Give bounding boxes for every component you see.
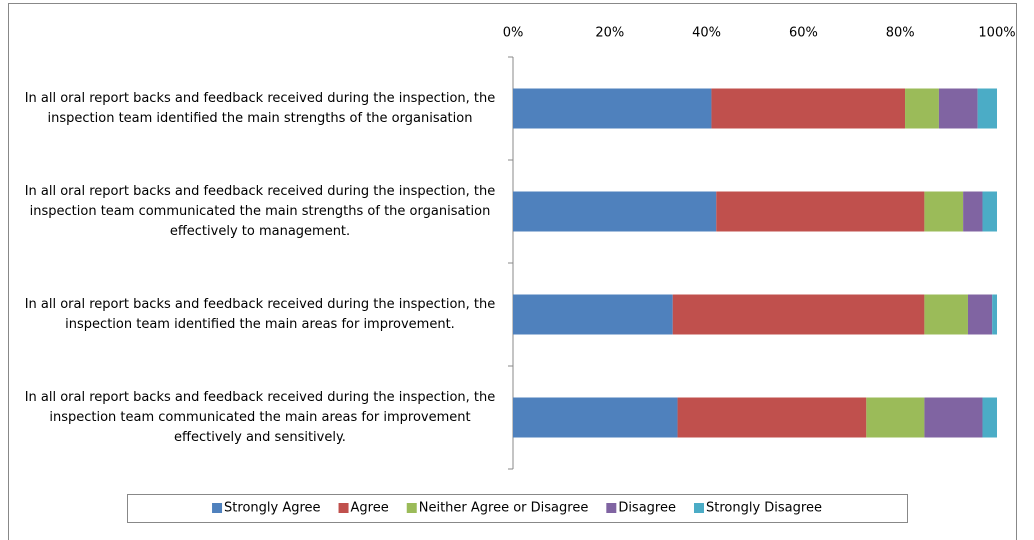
bar-segment (677, 397, 867, 438)
bar-segment (992, 294, 997, 335)
bar-segment (672, 294, 925, 335)
bar-segment (982, 397, 997, 438)
x-tick-label: 100% (978, 26, 1015, 41)
legend-box (127, 494, 908, 523)
bar-segment (977, 88, 997, 129)
legend-swatch (212, 503, 223, 513)
x-tick-label: 20% (595, 26, 624, 41)
bar-segment (967, 294, 993, 335)
bar-segment (513, 191, 717, 232)
legend-label: Strongly Disagree (706, 501, 822, 516)
legend-swatch (693, 503, 704, 513)
x-tick-label: 80% (886, 26, 915, 41)
bar-segment (982, 191, 997, 232)
y-tick-label: In all oral report backs and feedback re… (24, 183, 496, 239)
legend-label: Strongly Agree (224, 501, 321, 516)
bar-segment (716, 191, 925, 232)
bar-segment (513, 294, 673, 335)
x-tick-label: 0% (503, 26, 524, 41)
y-tick-label: In all oral report backs and feedback re… (24, 90, 496, 126)
bar-segment (905, 88, 939, 129)
legend-swatch (406, 503, 417, 513)
x-tick-label: 40% (692, 26, 721, 41)
bar-segment (513, 397, 678, 438)
legend-swatch (606, 503, 617, 513)
bar-segment (924, 191, 964, 232)
legend-label: Agree (351, 501, 389, 516)
x-tick-label: 60% (789, 26, 818, 41)
legend-label: Neither Agree or Disagree (419, 501, 589, 516)
legend-label: Disagree (618, 501, 676, 516)
bar-segment (963, 191, 983, 232)
bar-segment (924, 294, 968, 335)
y-tick-label: In all oral report backs and feedback re… (24, 296, 496, 332)
bar-segment (513, 88, 712, 129)
y-tick-label: In all oral report backs and feedback re… (24, 389, 496, 445)
bar-segment (711, 88, 906, 129)
bar-segment (866, 397, 925, 438)
legend-swatch (338, 503, 349, 513)
bar-segment (924, 397, 983, 438)
bar-segment (938, 88, 978, 129)
